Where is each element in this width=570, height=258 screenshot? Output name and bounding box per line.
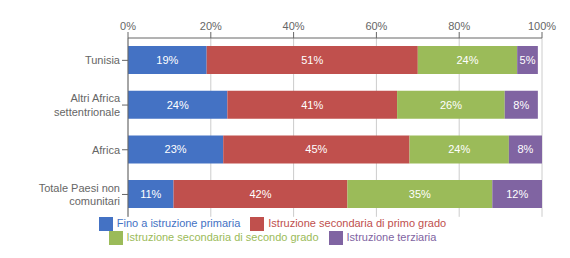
svg-text:0%: 0%: [120, 20, 136, 32]
svg-text:26%: 26%: [440, 99, 462, 111]
svg-text:51%: 51%: [301, 54, 323, 66]
html-text:Istruzione terziaria: Istruzione terziaria: [346, 230, 437, 243]
svg-text:24%: 24%: [456, 54, 478, 66]
svg-text:45%: 45%: [305, 143, 327, 155]
svg-text:80%: 80%: [448, 20, 470, 32]
svg-text:23%: 23%: [165, 143, 187, 155]
svg-text:24%: 24%: [448, 143, 470, 155]
svg-text:Altri Africasettentrionale: Altri Africasettentrionale: [54, 92, 121, 117]
svg-text:100%: 100%: [528, 20, 556, 32]
svg-text:11%: 11%: [140, 188, 161, 200]
svg-text:40%: 40%: [283, 20, 305, 32]
svg-text:60%: 60%: [365, 20, 387, 32]
html-text:Istruzione secondaria di primo: Istruzione secondaria di primo grado: [268, 216, 447, 229]
svg-text:41%: 41%: [301, 99, 323, 111]
svg-text:8%: 8%: [513, 99, 529, 111]
svg-text:5%: 5%: [520, 54, 536, 66]
html-text:Istruzione secondaria di secon: Istruzione secondaria di secondo grado: [126, 230, 319, 243]
html-text:Fino a istruzione primaria: Fino a istruzione primaria: [116, 216, 241, 229]
svg-text:24%: 24%: [167, 99, 189, 111]
svg-text:35%: 35%: [409, 188, 431, 200]
svg-text:Tunisia: Tunisia: [85, 54, 121, 66]
svg-text:20%: 20%: [200, 20, 222, 32]
svg-text:8%: 8%: [517, 143, 533, 155]
svg-text:Africa: Africa: [92, 144, 121, 156]
svg-text:12%: 12%: [506, 188, 528, 200]
svg-text:Totale Paesi noncomunitari: Totale Paesi noncomunitari: [39, 182, 120, 207]
svg-text:19%: 19%: [156, 54, 178, 66]
svg-text:42%: 42%: [249, 188, 271, 200]
